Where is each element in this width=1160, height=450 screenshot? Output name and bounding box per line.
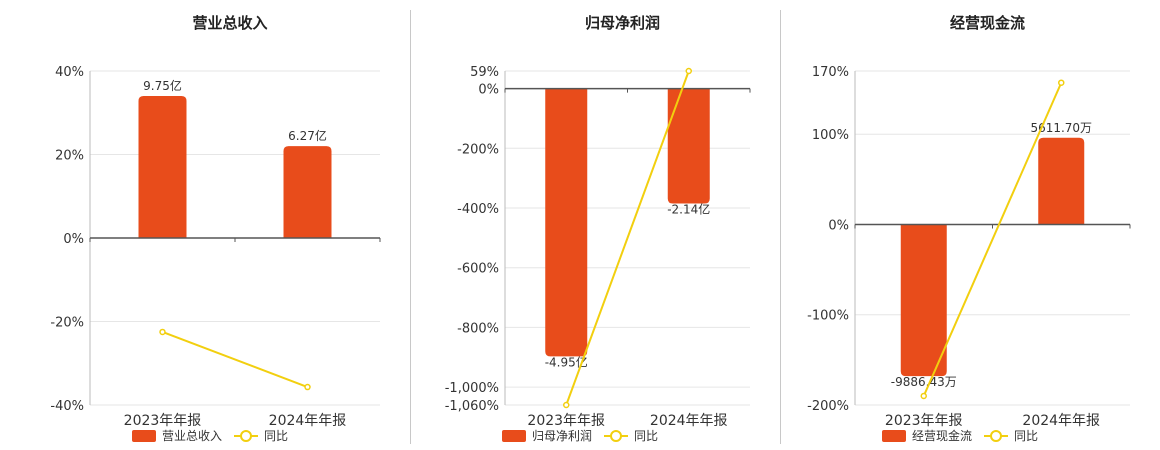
yoy-line [922,82,1063,397]
yoy-point [1058,79,1065,86]
y-tick-label: 20% [55,149,84,164]
panel-divider [780,10,781,444]
bar [283,146,332,238]
legend-bar-label: 归母净利润 [532,429,592,443]
legend-line-marker [240,430,252,442]
x-category-label: 2024年年报 [269,413,347,429]
bar-value-label: -9886.43万 [891,375,957,389]
legend-line-marker [990,430,1002,442]
x-category-label: 2023年年报 [527,413,605,429]
legend-bar-swatch [132,430,156,442]
chart-title: 归母净利润 [585,14,660,32]
legend-bar-swatch [882,430,906,442]
panel-divider [410,10,411,444]
chart-title: 经营现金流 [950,14,1025,32]
legend-bar-label: 经营现金流 [912,428,972,443]
legend-bar-label: 营业总收入 [162,429,222,443]
y-tick-label: 0% [63,232,84,247]
y-tick-label: -800% [457,321,499,336]
legend-line-label: 同比 [1014,429,1038,443]
y-tick-label: -40% [50,399,84,414]
yoy-point [304,383,311,391]
bar-value-label: 5611.70万 [1030,121,1092,135]
bar [138,96,187,238]
y-tick-label: 40% [55,65,84,80]
y-tick-label: 170% [812,65,849,80]
legend-line-marker [610,430,622,442]
y-tick-label: -200% [807,399,849,414]
bar [667,88,710,204]
chart-panel: 营业总收入 40% 20% 0% -20% -40% 9.75亿 6.27亿 2023年年报 20… [50,14,381,443]
x-category-label: 2024年年报 [1022,413,1100,429]
legend-bar-swatch [502,430,526,442]
chart-panel: 经营现金流 170% 100% 0% -100% -200% -9886.43万 5611.7… [807,14,1131,443]
bar [545,88,588,357]
bar-value-label: 6.27亿 [288,128,327,143]
x-category-label: 2024年年报 [650,413,728,429]
yoy-line [565,70,690,406]
yoy-point [685,67,692,75]
y-tick-label: -1,000% [445,381,499,396]
yoy-point [159,328,166,336]
yoy-point [563,401,570,409]
yoy-line [162,331,308,388]
chart-panel: 归母净利润 59% 0% -200% -400% -600% -800% -1,000% -1,… [445,14,751,443]
y-tick-label: 0% [478,83,499,98]
y-tick-label: -100% [807,309,849,324]
legend-line-label: 同比 [634,429,658,443]
y-tick-label: -1,060% [445,399,499,414]
chart-title: 营业总收入 [192,14,267,32]
x-category-label: 2023年年报 [885,413,963,429]
yoy-point [920,392,927,400]
y-tick-label: -400% [457,202,499,217]
bar [1038,137,1085,225]
y-tick-label: -20% [50,316,84,331]
bar-value-label: 9.75亿 [143,78,182,93]
bar-value-label: -2.14亿 [667,202,710,217]
legend-line-label: 同比 [264,429,288,443]
bar [900,224,947,377]
x-category-label: 2023年年报 [124,413,202,429]
y-tick-label: -600% [457,262,499,277]
y-tick-label: 100% [812,128,849,143]
bar-value-label: -4.95亿 [545,354,588,369]
y-tick-label: 0% [828,218,849,233]
y-tick-label: 59% [470,65,499,80]
y-tick-label: -200% [457,142,499,157]
